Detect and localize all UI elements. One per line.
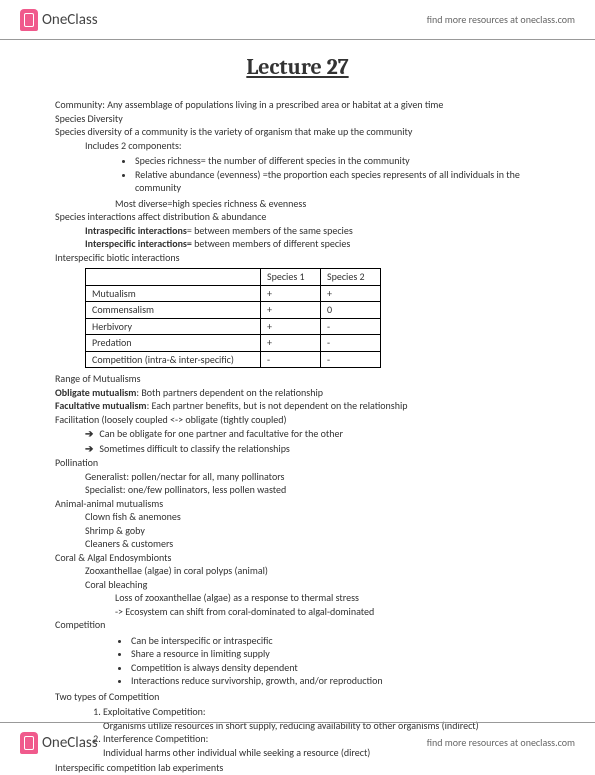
header-tagline: find more resources at oneclass.com <box>427 13 575 26</box>
line: Obligate mutualism: Both partners depend… <box>55 386 540 400</box>
logo: OneClass <box>20 9 98 31</box>
line: -> Ecosystem can shift from coral-domina… <box>55 605 540 619</box>
cell: Herbivory <box>86 318 261 335</box>
text: Exploitative Competition: <box>103 705 206 718</box>
header-bar: OneClass find more resources at oneclass… <box>0 0 595 40</box>
list-item: Species richness= the number of differen… <box>135 154 540 168</box>
logo: OneClass <box>20 732 98 754</box>
line: Loss of zooxanthellae (algae) as a respo… <box>55 591 540 605</box>
term: Intraspecific interactions <box>85 224 187 237</box>
line: Intraspecific interactions= between memb… <box>55 224 540 238</box>
list-item: Can be interspecific or intraspecific <box>131 634 540 648</box>
bullet-list: Can be interspecific or intraspecific Sh… <box>55 634 540 688</box>
line: Generalist: pollen/nectar for all, many … <box>55 470 540 484</box>
list-item: ➔ Can be obligate for one partner and fac… <box>85 427 540 441</box>
table-row: Competition (intra-& inter-specific) - - <box>86 351 381 368</box>
cell <box>86 269 261 286</box>
cell: + <box>261 335 321 352</box>
line: Animal-animal mutualisms <box>55 497 540 511</box>
footer-tagline: find more resources at oneclass.com <box>427 736 575 749</box>
cell: + <box>261 302 321 319</box>
def: between members of different species <box>192 237 350 250</box>
brand-text: OneClass <box>42 734 98 752</box>
line: Most diverse=high species richness & eve… <box>55 197 540 211</box>
line: Species Diversity <box>55 112 540 126</box>
table-row: Herbivory + - <box>86 318 381 335</box>
logo-icon <box>20 9 38 31</box>
content-body: Community: Any assemblage of populations… <box>0 98 595 775</box>
cell: - <box>321 318 381 335</box>
line: Interspecific competition lab experiment… <box>55 761 540 775</box>
cell: 0 <box>321 302 381 319</box>
list-item: Competition is always density dependent <box>131 661 540 675</box>
line: Pollination <box>55 456 540 470</box>
cell: - <box>321 351 381 368</box>
text: Can be obligate for one partner and facu… <box>99 427 343 441</box>
cell: + <box>261 285 321 302</box>
interactions-table: Species 1 Species 2 Mutualism + + Commen… <box>85 268 381 368</box>
table-row: Commensalism + 0 <box>86 302 381 319</box>
def: : Each partner benefits, but is not depe… <box>147 399 408 412</box>
line: Species diversity of a community is the … <box>55 125 540 139</box>
line: Facilitation (loosely coupled <-> obliga… <box>55 413 540 427</box>
cell: + <box>321 285 381 302</box>
line: Two types of Competition <box>55 690 540 704</box>
line: Species interactions affect distribution… <box>55 210 540 224</box>
cell: Species 1 <box>261 269 321 286</box>
cell: Species 2 <box>321 269 381 286</box>
arrow-list: ➔ Can be obligate for one partner and fac… <box>55 427 540 455</box>
logo-icon <box>20 732 38 754</box>
term: Obligate mutualism <box>55 386 136 399</box>
list-item: Interactions reduce survivorship, growth… <box>131 674 540 688</box>
line: Coral bleaching <box>55 578 540 592</box>
line: Interspecific biotic interactions <box>55 251 540 265</box>
line: Specialist: one/few pollinators, less po… <box>55 483 540 497</box>
cell: Predation <box>86 335 261 352</box>
cell: Competition (intra-& inter-specific) <box>86 351 261 368</box>
cell: - <box>261 351 321 368</box>
table-row: Predation + - <box>86 335 381 352</box>
brand-text: OneClass <box>42 11 98 29</box>
list-item: Share a resource in limiting supply <box>131 647 540 661</box>
list-item: ➔ Sometimes difficult to classify the rel… <box>85 442 540 456</box>
bullet-list: Species richness= the number of differen… <box>55 154 540 195</box>
line: Coral & Algal Endosymbionts <box>55 551 540 565</box>
line: Clown fish & anemones <box>55 510 540 524</box>
line: Cleaners & customers <box>55 537 540 551</box>
list-item: Relative abundance (evenness) =the propo… <box>135 168 540 195</box>
arrow-icon: ➔ <box>85 427 93 441</box>
line: Facultative mutualism: Each partner bene… <box>55 399 540 413</box>
table-row: Species 1 Species 2 <box>86 269 381 286</box>
cell: Commensalism <box>86 302 261 319</box>
cell: - <box>321 335 381 352</box>
line: Shrimp & goby <box>55 524 540 538</box>
footer-bar: OneClass find more resources at oneclass… <box>0 722 595 762</box>
line: Includes 2 components: <box>55 139 540 153</box>
cell: Mutualism <box>86 285 261 302</box>
line: Zooxanthellae (algae) in coral polyps (a… <box>55 564 540 578</box>
def: : Both partners dependent on the relatio… <box>136 386 323 399</box>
def: = between members of the same species <box>187 224 353 237</box>
line: Competition <box>55 618 540 632</box>
arrow-icon: ➔ <box>85 442 93 456</box>
line: Interspecific interactions= between memb… <box>55 237 540 251</box>
term: Interspecific interactions= <box>85 237 192 250</box>
page-title: Lecture 27 <box>0 54 595 80</box>
line: Range of Mutualisms <box>55 372 540 386</box>
line: Community: Any assemblage of populations… <box>55 98 540 112</box>
table-row: Mutualism + + <box>86 285 381 302</box>
text: Sometimes difficult to classify the rela… <box>99 442 289 456</box>
term: Facultative mutualism <box>55 399 147 412</box>
cell: + <box>261 318 321 335</box>
